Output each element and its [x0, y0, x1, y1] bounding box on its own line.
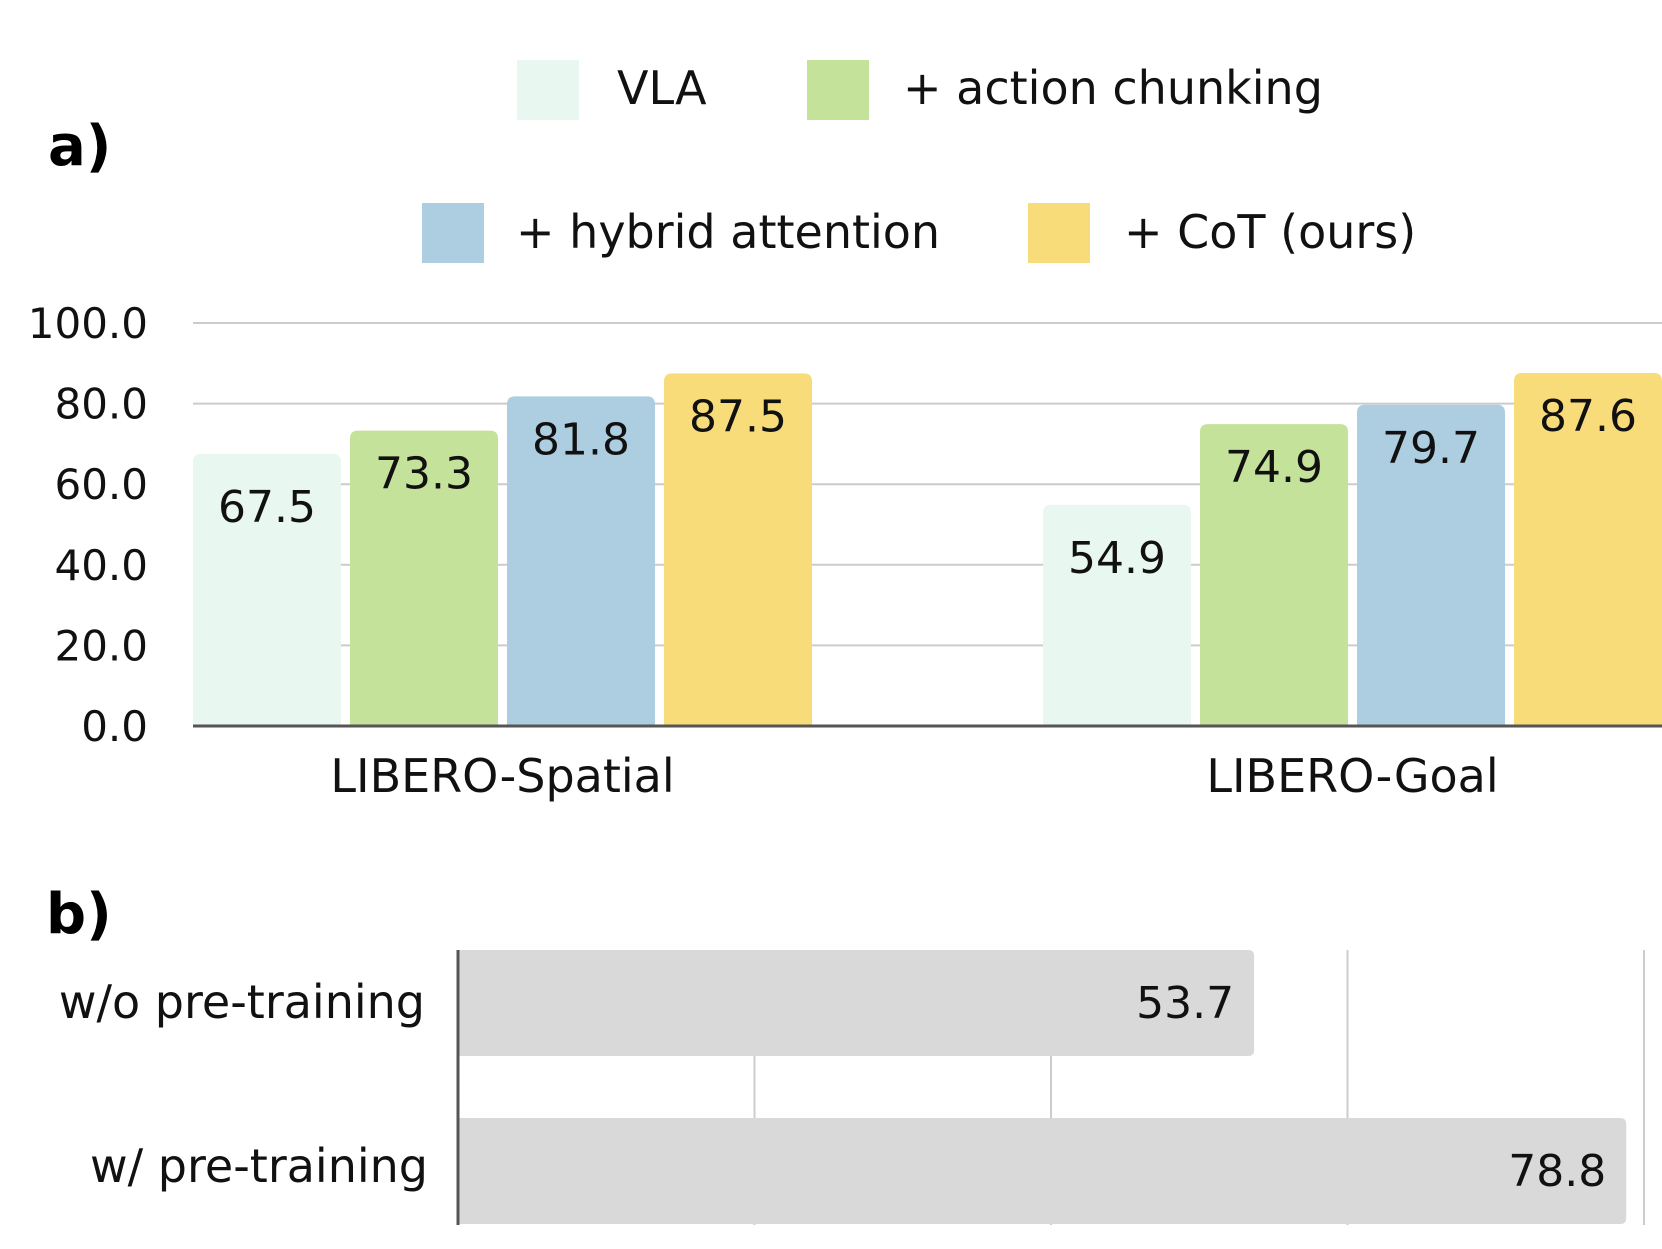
data-label: 87.6: [1539, 391, 1637, 442]
y-tick-label: 100.0: [28, 299, 148, 348]
bar-w-o-pre-training: [458, 950, 1255, 1056]
legend-label-cot-ours: + CoT (ours): [1124, 205, 1416, 259]
y-category-label: w/o pre-training: [59, 975, 425, 1029]
bar-libero-goal-hybrid-attention: [1357, 404, 1505, 726]
bar-libero-spatial-action-chunking: [350, 430, 498, 726]
legend-label-vla: VLA: [617, 61, 707, 115]
legend: VLA + action chunking + hybrid attention + …: [422, 60, 1416, 263]
legend-swatch-hybrid-attention: [422, 203, 484, 263]
bar-w-pre-training: [458, 1118, 1627, 1224]
bar-libero-goal-vla: [1043, 504, 1191, 726]
data-label: 73.3: [375, 449, 473, 500]
data-label: 74.9: [1225, 442, 1323, 493]
y-tick-label: 80.0: [54, 380, 148, 429]
data-label: 54.9: [1068, 533, 1166, 584]
bar-libero-goal-cot-ours: [1514, 372, 1662, 726]
y-tick-label: 40.0: [54, 541, 148, 590]
panel-a-label: a): [48, 114, 111, 179]
y-tick-label: 20.0: [54, 621, 148, 670]
y-tick-label: 0.0: [81, 702, 148, 751]
x-category-label: LIBERO-Spatial: [330, 749, 674, 803]
legend-label-hybrid-attention: + hybrid attention: [516, 205, 940, 259]
bar-libero-spatial-cot-ours: [664, 373, 812, 726]
data-label: 79.7: [1382, 423, 1480, 474]
data-label: 78.8: [1508, 1146, 1606, 1197]
legend-swatch-cot-ours: [1028, 203, 1090, 263]
y-tick-label: 60.0: [54, 460, 148, 509]
data-label: 53.7: [1136, 978, 1234, 1029]
legend-label-action-chunking: + action chunking: [903, 61, 1323, 115]
panel-a-bar-chart: 0.0 20.0 40.0 60.0 80.0 100.0 67.5 73.3 81.8 87.5…: [28, 299, 1662, 803]
legend-swatch-action-chunking: [807, 60, 869, 120]
bar-libero-goal-action-chunking: [1200, 424, 1348, 726]
bar-libero-spatial-hybrid-attention: [507, 396, 655, 726]
data-label: 87.5: [689, 391, 787, 442]
data-label: 67.5: [218, 482, 316, 533]
data-label: 81.8: [532, 414, 630, 465]
legend-swatch-vla: [517, 60, 579, 120]
x-category-label: LIBERO-Goal: [1206, 749, 1498, 803]
y-category-label: w/ pre-training: [90, 1139, 428, 1193]
panel-b-bar-chart: 53.7 w/o pre-training 78.8 w/ pre-training: [59, 950, 1645, 1225]
bar-libero-spatial-vla: [193, 453, 341, 726]
panel-b-label: b): [46, 882, 112, 947]
